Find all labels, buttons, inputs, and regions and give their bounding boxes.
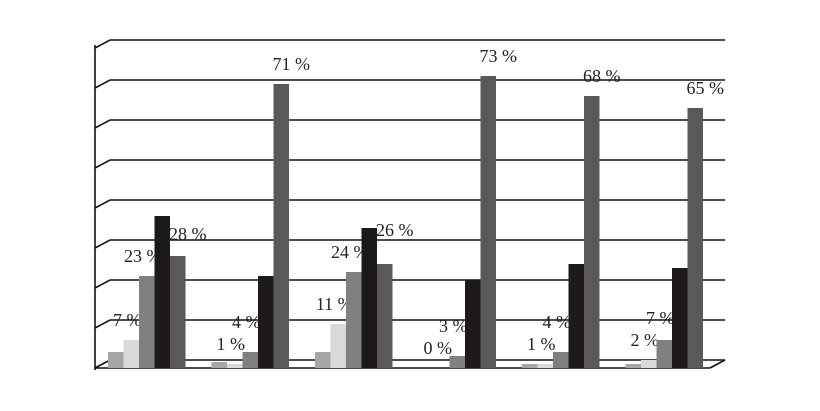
bar	[361, 228, 377, 368]
bar	[227, 364, 243, 368]
grid-line	[94, 239, 725, 249]
bar	[537, 364, 553, 368]
bar	[123, 340, 139, 368]
grid-line	[94, 39, 725, 49]
bar	[242, 352, 258, 368]
data-label: 28 %	[169, 224, 207, 244]
bar	[346, 272, 362, 368]
data-label: 11 %	[316, 294, 353, 314]
bar	[641, 360, 657, 368]
bar	[568, 264, 584, 368]
data-label: 24 %	[331, 242, 369, 262]
data-label: 7 %	[646, 308, 675, 328]
data-label: 71 %	[273, 54, 311, 74]
bar	[211, 362, 227, 368]
bar	[139, 276, 155, 368]
data-label: 23 %	[124, 246, 162, 266]
bar	[449, 356, 465, 368]
bar	[522, 364, 538, 368]
data-label: 1 %	[217, 334, 246, 354]
bar	[672, 268, 688, 368]
data-label: 4 %	[543, 312, 572, 332]
data-label: 68 %	[583, 66, 621, 86]
grid-line	[94, 319, 725, 329]
data-label: 2 %	[631, 330, 660, 350]
bar	[377, 264, 393, 368]
floor-edge	[709, 359, 726, 369]
data-label: 4 %	[232, 312, 261, 332]
grid-line	[94, 279, 725, 289]
grid-line	[94, 159, 725, 169]
grid-line	[94, 199, 725, 209]
bar	[108, 352, 124, 368]
bar	[553, 352, 569, 368]
bar	[315, 352, 331, 368]
grid-line	[94, 79, 725, 89]
data-label: 7 %	[113, 310, 142, 330]
grid-line	[94, 119, 725, 129]
bar	[170, 256, 186, 368]
bar	[154, 216, 170, 368]
bar	[656, 340, 672, 368]
data-label: 65 %	[687, 78, 725, 98]
data-label: 1 %	[527, 334, 556, 354]
data-label: 26 %	[376, 220, 414, 240]
data-label: 0 %	[424, 338, 453, 358]
bar	[258, 276, 274, 368]
bar	[584, 96, 600, 368]
bar	[625, 364, 641, 368]
bar	[330, 324, 346, 368]
bar	[273, 84, 289, 368]
data-label: 73 %	[480, 46, 518, 66]
bar	[480, 76, 496, 368]
bar	[687, 108, 703, 368]
bar	[465, 280, 481, 368]
data-label: 3 %	[439, 316, 468, 336]
